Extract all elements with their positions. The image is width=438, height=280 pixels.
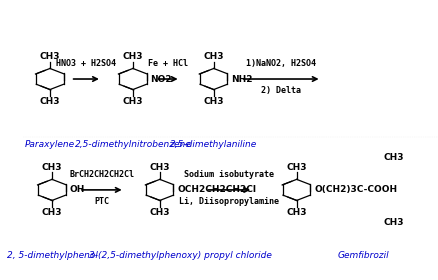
Text: NH2: NH2 bbox=[231, 74, 252, 83]
Text: 1)NaNO2, H2SO4: 1)NaNO2, H2SO4 bbox=[246, 59, 315, 68]
Text: Paraxylene: Paraxylene bbox=[25, 140, 75, 149]
Text: O(CH2)3C-COOH: O(CH2)3C-COOH bbox=[313, 185, 396, 194]
Text: CH3: CH3 bbox=[122, 52, 143, 61]
Text: CH3: CH3 bbox=[203, 52, 223, 61]
Text: OCH2CH2CH2Cl: OCH2CH2CH2Cl bbox=[177, 185, 256, 194]
Text: Gemfibrozil: Gemfibrozil bbox=[336, 251, 388, 260]
Text: CH3: CH3 bbox=[39, 97, 60, 106]
Text: 2,5-dimethylnitrobenzene: 2,5-dimethylnitrobenzene bbox=[74, 140, 191, 149]
Text: CH3: CH3 bbox=[286, 163, 306, 172]
Text: PTC: PTC bbox=[94, 197, 109, 206]
Text: CH3: CH3 bbox=[42, 163, 62, 172]
Text: NO2: NO2 bbox=[150, 74, 172, 83]
Text: BrCH2CH2CH2Cl: BrCH2CH2CH2Cl bbox=[69, 170, 134, 179]
Text: CH3: CH3 bbox=[149, 208, 170, 217]
Text: CH3: CH3 bbox=[383, 218, 403, 227]
Text: Fe + HCl: Fe + HCl bbox=[148, 59, 188, 68]
Text: CH3: CH3 bbox=[122, 97, 143, 106]
Text: OH: OH bbox=[69, 185, 85, 194]
Text: CH3: CH3 bbox=[286, 208, 306, 217]
Text: 2, 5-dimethylphenol: 2, 5-dimethylphenol bbox=[7, 251, 97, 260]
Text: CH3: CH3 bbox=[39, 52, 60, 61]
Text: 2,5-dimethylaniline: 2,5-dimethylaniline bbox=[170, 140, 257, 149]
Text: CH3: CH3 bbox=[42, 208, 62, 217]
Text: 2) Delta: 2) Delta bbox=[261, 86, 300, 95]
Text: Li, Diisopropylamine: Li, Diisopropylamine bbox=[179, 197, 279, 206]
Text: CH3: CH3 bbox=[149, 163, 170, 172]
Text: 3-(2,5-dimethylphenoxy) propyl chloride: 3-(2,5-dimethylphenoxy) propyl chloride bbox=[89, 251, 272, 260]
Text: HNO3 + H2SO4: HNO3 + H2SO4 bbox=[56, 59, 116, 68]
Text: CH3: CH3 bbox=[383, 153, 403, 162]
Text: Sodium isobutyrate: Sodium isobutyrate bbox=[184, 170, 274, 179]
Text: CH3: CH3 bbox=[203, 97, 223, 106]
